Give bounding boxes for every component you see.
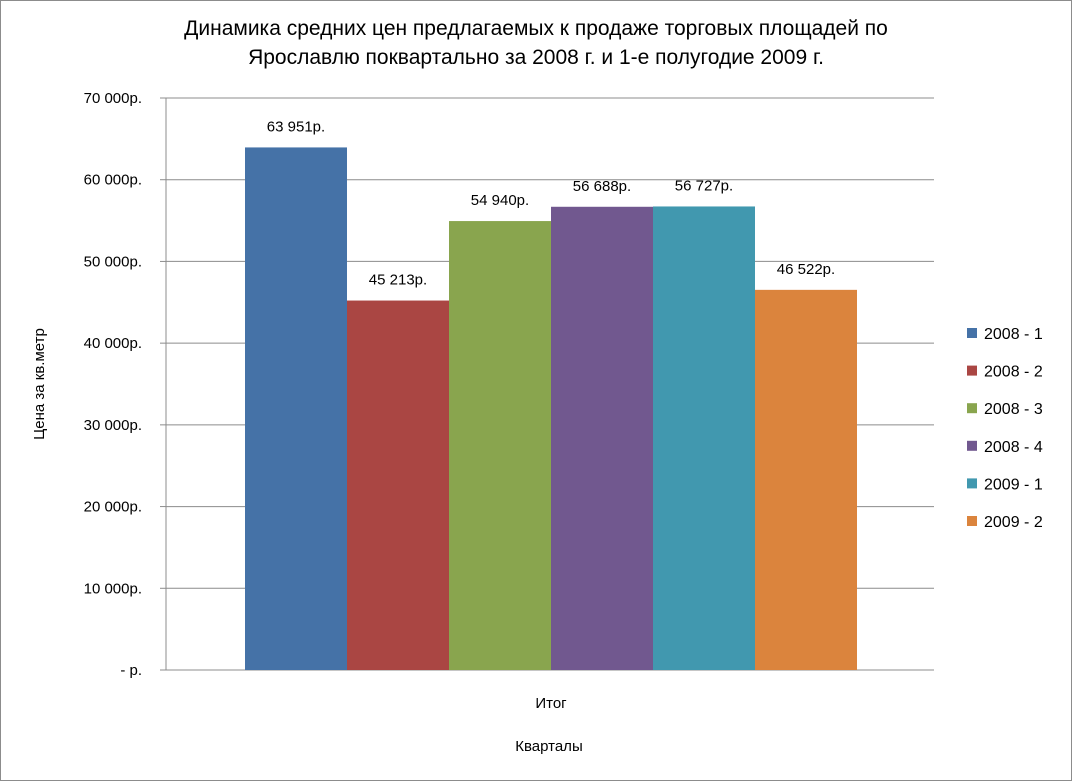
data-label: 54 940р. — [471, 192, 529, 209]
bar-2008-3 — [449, 221, 551, 671]
y-tick-label: 40 000р. — [84, 335, 142, 352]
y-axis-ticks: - р. 10 000р. 20 000р. 30 000р. 40 000р. 50 0… — [84, 90, 142, 679]
y-tick-label: 70 000р. — [84, 90, 142, 107]
y-tick-label: 30 000р. — [84, 417, 142, 434]
legend-swatch — [967, 365, 977, 376]
legend-label: 2009 - 2 — [984, 514, 1043, 531]
bar-2008-4 — [551, 206, 653, 670]
legend: 2008 - 1 2008 - 2 2008 - 3 2008 - 4 2009 - 1… — [967, 326, 1043, 531]
legend-label: 2008 - 4 — [984, 439, 1043, 456]
data-label: 56 727р. — [675, 177, 733, 194]
legend-swatch — [967, 403, 977, 414]
legend-swatch — [967, 440, 977, 451]
data-labels: 63 951р. 45 213р. 54 940р. 56 688р. 56 727р.… — [267, 118, 835, 288]
bars — [245, 147, 857, 671]
bar-2009-2 — [755, 289, 857, 670]
chart-title: Динамика средних цен предлагаемых к прод… — [184, 17, 888, 69]
bar-2008-1 — [245, 147, 347, 671]
legend-swatch — [967, 478, 977, 489]
x-axis-title: Кварталы — [515, 738, 582, 755]
chart-title-line-1: Динамика средних цен предлагаемых к прод… — [184, 17, 888, 40]
bar-2009-1 — [653, 206, 755, 671]
legend-label: 2008 - 2 — [984, 364, 1043, 381]
legend-swatch — [967, 516, 977, 526]
y-tick-label: 20 000р. — [84, 499, 142, 516]
legend-label: 2008 - 1 — [984, 326, 1043, 343]
data-label: 63 951р. — [267, 118, 325, 135]
legend-swatch — [967, 328, 977, 338]
legend-label: 2009 - 1 — [984, 476, 1043, 493]
x-category-label: Итог — [535, 695, 567, 712]
chart-title-line-2: Ярославлю поквартально за 2008 г. и 1-е … — [248, 46, 824, 69]
data-label: 56 688р. — [573, 178, 631, 195]
bar-2008-2 — [347, 300, 449, 670]
y-tick-label: 50 000р. — [84, 253, 142, 270]
data-label: 46 522р. — [777, 261, 835, 278]
legend-label: 2008 - 3 — [984, 401, 1043, 418]
y-axis-title: Цена за кв.метр — [31, 328, 48, 440]
data-label: 45 213р. — [369, 272, 427, 289]
y-tick-label: 10 000р. — [84, 580, 142, 597]
y-tick-label: 60 000р. — [84, 172, 142, 189]
y-tick-label: - р. — [120, 662, 142, 679]
